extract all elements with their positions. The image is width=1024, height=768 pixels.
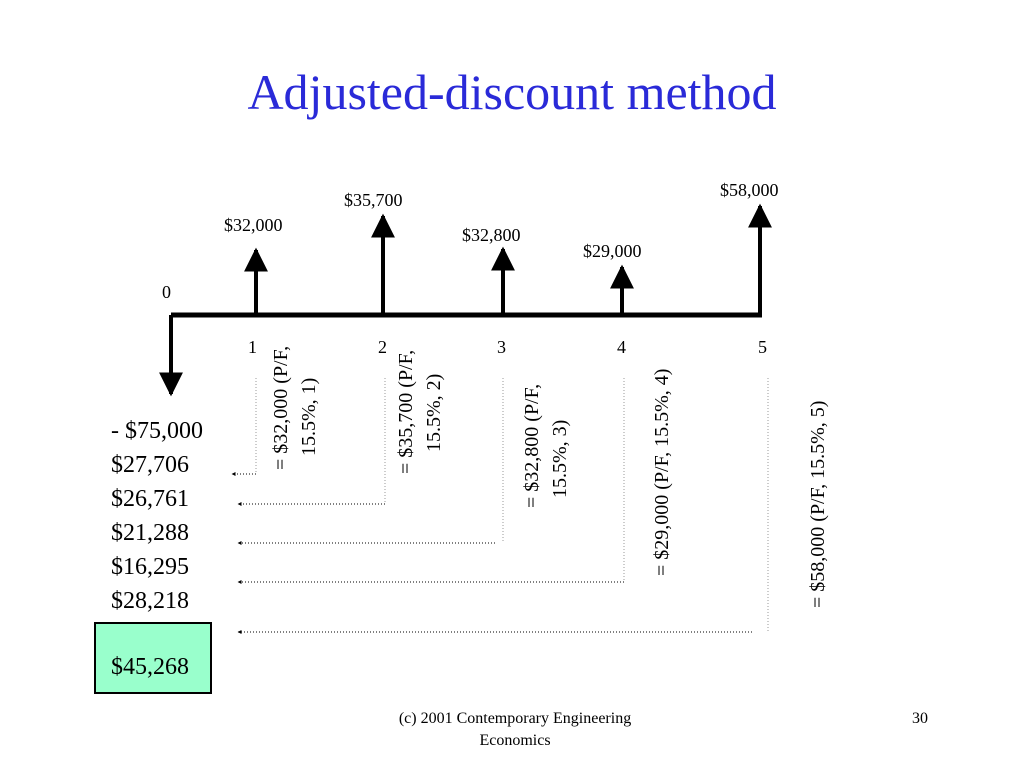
period-label-1: 1 — [248, 337, 257, 357]
initial-investment: - $75,000 — [111, 418, 203, 444]
present-value-5: $28,218 — [111, 588, 189, 614]
discount-formula-1-line2: 15.5%, 1) — [298, 377, 320, 456]
discount-formula-1-line1: = $32,000 (P/F, — [270, 345, 292, 470]
footer-copyright: (c) 2001 Contemporary Engineering Econom… — [355, 708, 675, 752]
present-value-1: $27,706 — [111, 452, 189, 478]
cash-flow-amount-1: $32,000 — [224, 215, 283, 235]
present-value-4: $16,295 — [111, 554, 189, 580]
discount-formula-1: = $32,000 (P/F, 15.5%, 1) — [267, 346, 323, 470]
period-label-0: 0 — [162, 282, 171, 302]
present-value-2: $26,761 — [111, 486, 189, 512]
discount-formula-3: = $32,800 (P/F, 15.5%, 3) — [518, 384, 574, 508]
cash-flow-amount-3: $32,800 — [462, 225, 521, 245]
discount-formula-3-line2: 15.5%, 3) — [549, 419, 571, 498]
period-label-2: 2 — [378, 337, 387, 357]
discount-formula-2-line2: 15.5%, 2) — [423, 373, 445, 452]
present-value-3: $21,288 — [111, 520, 189, 546]
present-value-list: - $75,000 $27,706 $26,761 $21,288 $16,29… — [111, 414, 203, 618]
period-label-3: 3 — [497, 337, 506, 357]
discount-formula-4: = $29,000 (P/F, 15.5%, 4) — [648, 369, 676, 576]
period-label-4: 4 — [617, 337, 626, 357]
discount-formula-5-line1: = $58,000 (P/F, 15.5%, 5) — [807, 400, 829, 608]
page-number: 30 — [912, 710, 928, 727]
discount-formula-4-line1: = $29,000 (P/F, 15.5%, 4) — [651, 368, 673, 576]
cash-flow-amount-4: $29,000 — [583, 241, 642, 261]
period-label-5: 5 — [758, 337, 767, 357]
net-present-worth: $45,268 — [111, 654, 189, 680]
slide-title: Adjusted-discount method — [247, 64, 777, 120]
cash-flow-amount-5: $58,000 — [720, 180, 779, 200]
footer-line-1: (c) 2001 Contemporary Engineering — [398, 710, 632, 727]
footer-line-2: Economics — [479, 732, 551, 749]
net-present-worth-box — [94, 622, 212, 694]
discount-formula-2-line1: = $35,700 (P/F, — [395, 349, 417, 474]
cash-flow-amount-2: $35,700 — [344, 190, 403, 210]
discount-formula-5: = $58,000 (P/F, 15.5%, 5) — [804, 401, 832, 608]
discount-formula-3-line1: = $32,800 (P/F, — [521, 383, 543, 508]
discount-formula-2: = $35,700 (P/F, 15.5%, 2) — [392, 350, 448, 474]
